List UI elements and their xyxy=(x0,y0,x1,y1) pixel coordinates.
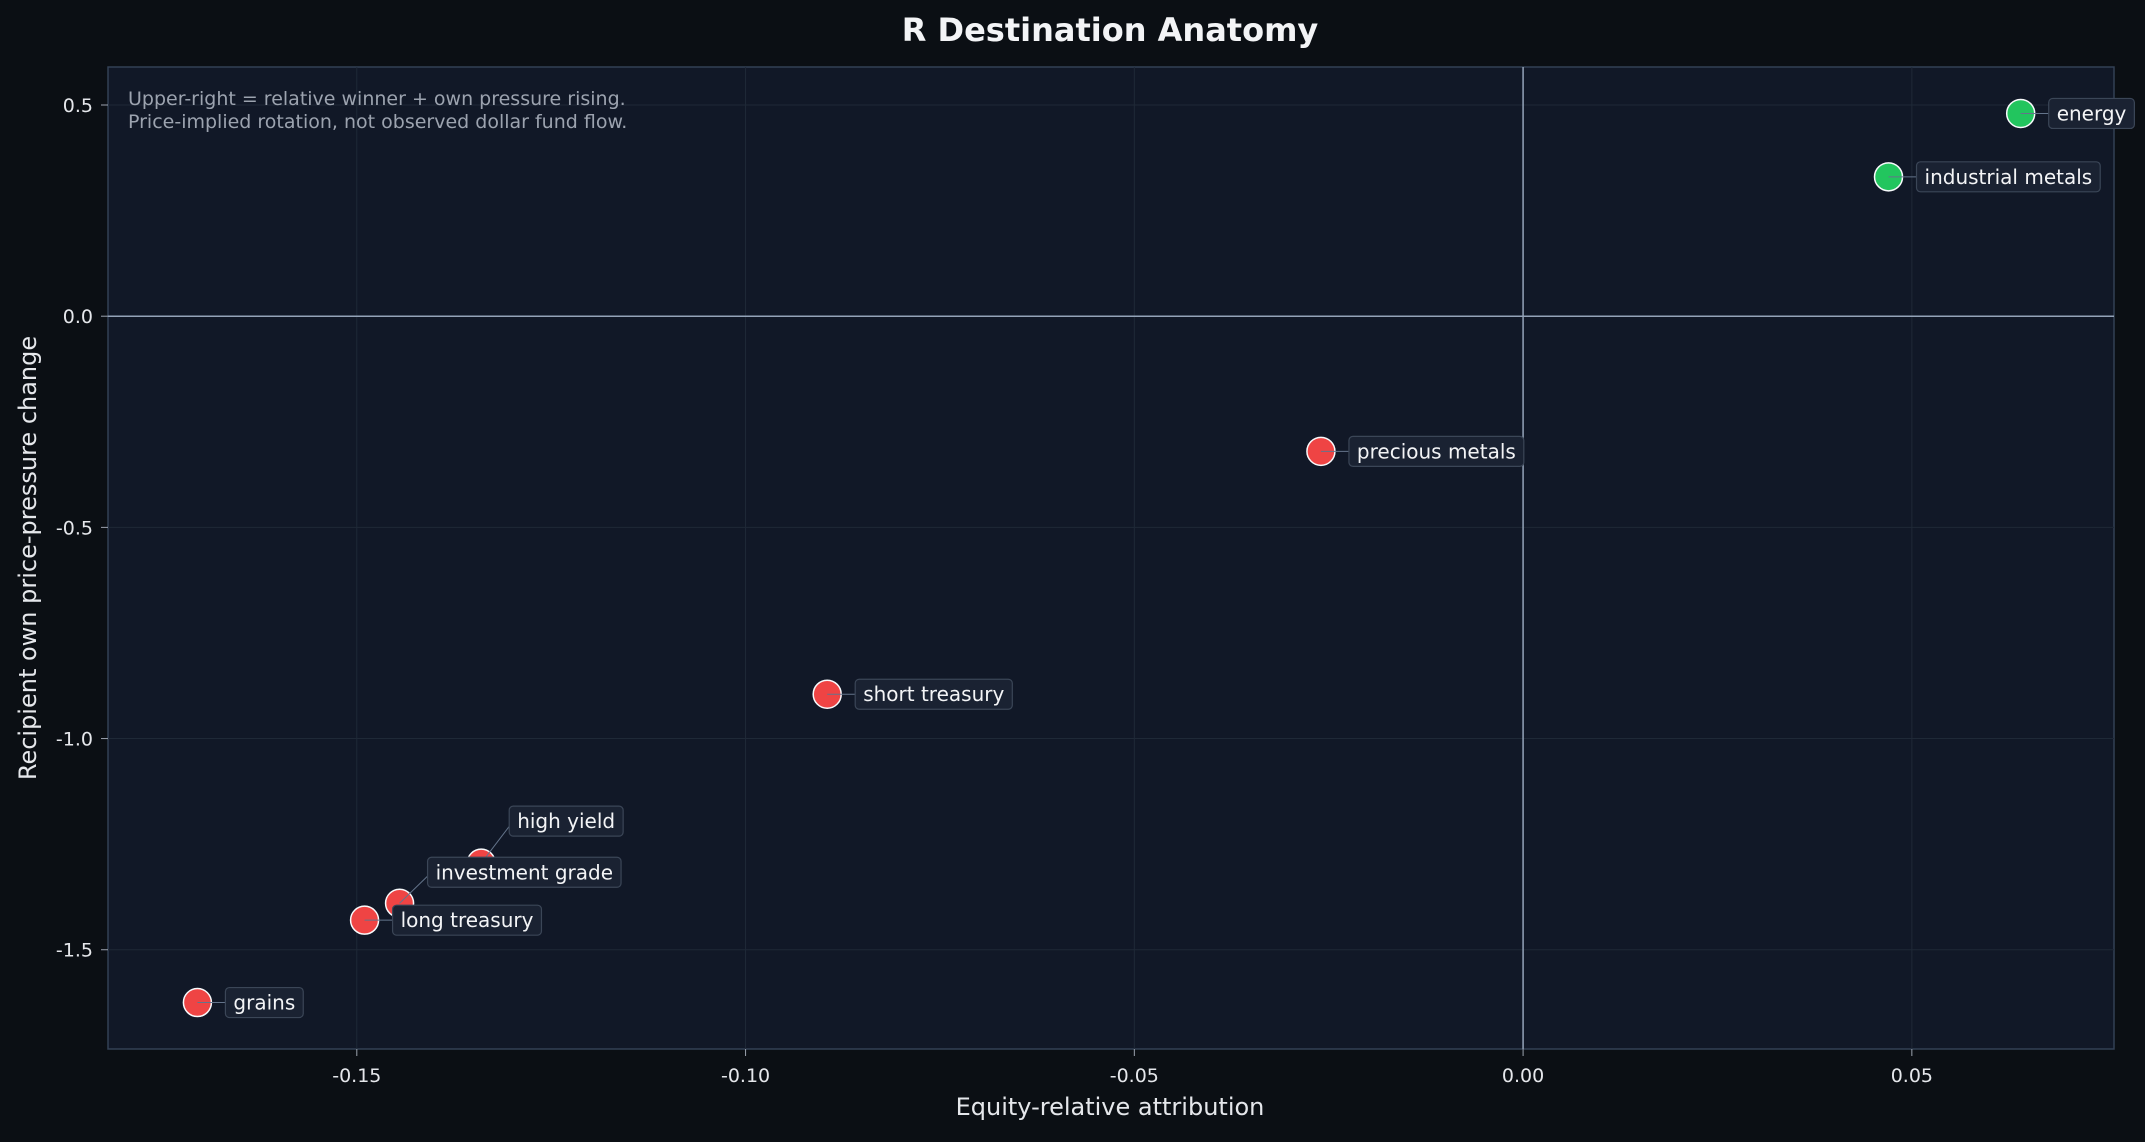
y-tick-label: -1.0 xyxy=(56,729,93,751)
point-label: grains xyxy=(233,991,295,1015)
y-tick-label: -0.5 xyxy=(56,517,93,539)
y-axis-ticks: 0.5 0.0 -0.5 -1.0 -1.5 xyxy=(56,95,108,962)
y-tick-label: -1.5 xyxy=(56,940,93,962)
label-background xyxy=(426,856,622,888)
point-label: precious metals xyxy=(1357,439,1516,463)
label-background xyxy=(224,986,304,1019)
point-label-box: grains xyxy=(224,986,304,1019)
label-background xyxy=(2048,97,2135,130)
annotation-text: Upper-right = relative winner + own pres… xyxy=(128,88,626,110)
point-label: industrial metals xyxy=(1925,165,2093,189)
point-label: short treasury xyxy=(863,682,1004,706)
annotation-text: Price-implied rotation, not observed dol… xyxy=(128,111,627,133)
label-background xyxy=(391,904,543,936)
x-tick-label: -0.05 xyxy=(1110,1065,1159,1087)
y-tick-label: 0.5 xyxy=(63,95,93,117)
x-tick-label: -0.15 xyxy=(332,1065,381,1087)
point-labels: energy industrial metals precious metals sh… xyxy=(197,97,2135,1019)
y-tick-label: 0.0 xyxy=(63,306,93,328)
point-label-box: industrial metals xyxy=(1915,161,2101,193)
x-tick-label: 0.00 xyxy=(1502,1065,1544,1087)
chart-title: R Destination Anatomy xyxy=(902,11,1319,49)
x-axis-ticks: -0.15 -0.10 -0.05 0.00 0.05 xyxy=(332,1049,1933,1087)
y-axis-label: Recipient own price-pressure change xyxy=(14,336,42,780)
x-tick-label: 0.05 xyxy=(1891,1065,1933,1087)
x-tick-label: -0.10 xyxy=(721,1065,770,1087)
x-axis-label: Equity-relative attribution xyxy=(956,1093,1265,1121)
reference-lines xyxy=(108,67,2114,1049)
point-label-box: energy xyxy=(2048,97,2135,130)
point-label: long treasury xyxy=(401,908,534,932)
point-label: energy xyxy=(2057,101,2127,125)
label-background xyxy=(1348,435,1525,467)
point-label-box: investment grade xyxy=(426,856,622,888)
point-label-box: high yield xyxy=(508,805,624,837)
point-label-box: short treasury xyxy=(854,678,1013,710)
point-label-box: long treasury xyxy=(391,904,543,936)
label-background xyxy=(508,805,624,837)
leader-line xyxy=(480,820,514,864)
leader-line xyxy=(399,871,432,904)
label-background xyxy=(1915,161,2101,193)
point-label: high yield xyxy=(517,809,615,833)
point-label: investment grade xyxy=(436,860,613,884)
point-label-box: precious metals xyxy=(1348,435,1525,467)
label-background xyxy=(854,678,1013,710)
